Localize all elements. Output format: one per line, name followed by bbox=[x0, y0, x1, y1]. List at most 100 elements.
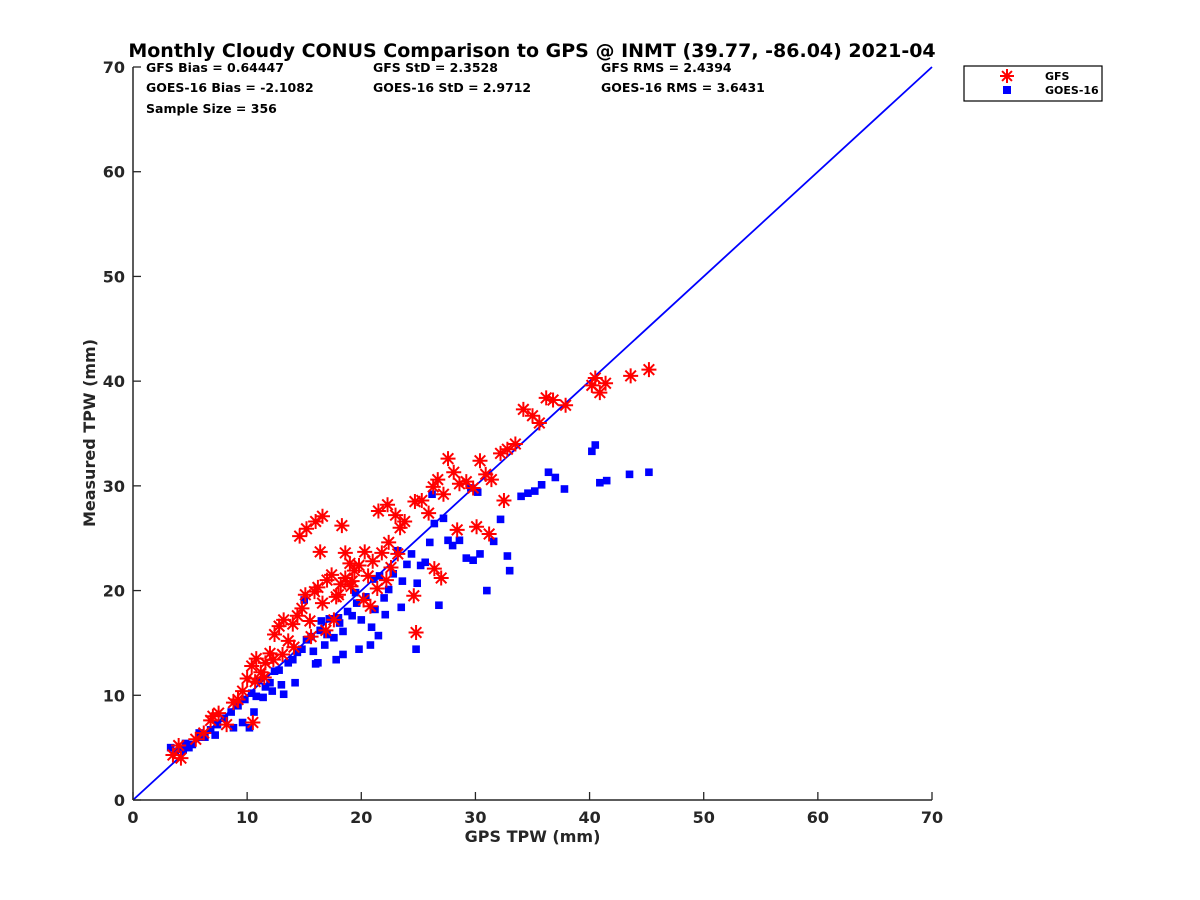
gfs-point bbox=[374, 545, 390, 561]
gfs-point bbox=[334, 518, 350, 534]
gfs-point bbox=[262, 645, 278, 661]
gfs-point bbox=[337, 545, 353, 561]
gfs-point bbox=[285, 616, 301, 632]
goes16-point bbox=[279, 690, 288, 699]
y-tick-label: 0 bbox=[114, 791, 125, 810]
gfs-point bbox=[303, 629, 319, 645]
goes16-point bbox=[323, 630, 331, 639]
goes16-point bbox=[476, 550, 484, 558]
goes16-point bbox=[374, 631, 383, 640]
goes16-point bbox=[352, 599, 361, 607]
goes16-point bbox=[560, 485, 569, 493]
gfs-point bbox=[525, 408, 540, 424]
goes16-point bbox=[343, 607, 352, 616]
gfs-point bbox=[289, 608, 305, 624]
gfs-point bbox=[360, 568, 376, 584]
gfs-point bbox=[469, 519, 485, 535]
goes16-point bbox=[389, 570, 398, 578]
gfs-point bbox=[483, 472, 499, 488]
gfs-point bbox=[245, 715, 261, 731]
goes16-point bbox=[384, 585, 393, 594]
goes16-point bbox=[339, 627, 347, 636]
gfs-point bbox=[507, 436, 523, 452]
gfs-point bbox=[314, 508, 330, 524]
gfs-point bbox=[356, 592, 372, 608]
gfs-point bbox=[343, 578, 359, 594]
gfs-point bbox=[458, 474, 474, 490]
goes16-point bbox=[332, 655, 340, 664]
gfs-point bbox=[308, 513, 324, 529]
goes16-point bbox=[430, 519, 439, 528]
goes16-point bbox=[370, 575, 378, 583]
gfs-point bbox=[196, 725, 212, 741]
gfs-point bbox=[449, 522, 465, 538]
gfs-point bbox=[314, 595, 330, 611]
gfs-point bbox=[219, 717, 235, 733]
goes16-point bbox=[325, 615, 334, 623]
gfs-point bbox=[426, 561, 442, 577]
gfs-point bbox=[493, 445, 509, 461]
gfs-point bbox=[171, 738, 187, 754]
goes16-point bbox=[524, 489, 532, 497]
gfs-point bbox=[538, 390, 554, 406]
goes16-series bbox=[166, 441, 653, 756]
goes16-point bbox=[588, 447, 596, 456]
goes16-point bbox=[530, 487, 539, 495]
gfs-point bbox=[253, 664, 269, 680]
gfs-point bbox=[267, 627, 283, 643]
goes16-point bbox=[537, 481, 546, 489]
gfs-point bbox=[280, 633, 296, 649]
gfs-point bbox=[326, 612, 342, 628]
gfs-point bbox=[365, 553, 381, 569]
legend: GFS GOES-16 bbox=[963, 65, 1103, 102]
goes16-point bbox=[270, 667, 279, 676]
goes16-point bbox=[351, 588, 360, 597]
goes16-point bbox=[293, 648, 302, 657]
gfs-point bbox=[380, 497, 396, 513]
y-tick-label: 20 bbox=[103, 582, 125, 601]
gfs-point bbox=[165, 747, 181, 763]
goes16-point bbox=[462, 554, 471, 562]
goes16-point bbox=[314, 659, 322, 667]
goes16-point bbox=[435, 601, 443, 610]
gfs-point bbox=[318, 622, 334, 638]
gfs-point bbox=[333, 576, 349, 592]
goes16-point bbox=[496, 515, 505, 524]
goes16-point bbox=[266, 678, 274, 687]
goes16-point bbox=[277, 681, 286, 689]
goes16-point bbox=[289, 655, 297, 664]
goes16-point bbox=[181, 739, 190, 748]
goes16-point bbox=[330, 633, 338, 642]
gfs-point bbox=[592, 385, 608, 401]
gfs-point bbox=[388, 507, 404, 523]
legend-gfs-label: GFS bbox=[1045, 70, 1070, 83]
goes16-point bbox=[381, 610, 390, 619]
goes16-point bbox=[371, 605, 379, 614]
goes16-point bbox=[403, 560, 411, 569]
goes16-point bbox=[275, 666, 283, 674]
gfs-point bbox=[324, 567, 340, 583]
legend-gfs-marker-icon bbox=[1000, 69, 1014, 83]
goes16-point bbox=[227, 708, 235, 716]
goes16-point bbox=[412, 645, 420, 654]
goes16-point bbox=[254, 676, 263, 685]
gfs-point bbox=[378, 572, 394, 588]
goes16-point bbox=[416, 561, 425, 570]
gfs-point bbox=[330, 587, 346, 603]
goes16-point bbox=[517, 492, 525, 501]
goes16-point bbox=[407, 550, 416, 558]
goes16-point bbox=[357, 616, 366, 624]
x-tick-label: 20 bbox=[350, 808, 372, 827]
gfs-point bbox=[230, 691, 246, 707]
gfs-point bbox=[302, 613, 318, 629]
goes16-point bbox=[213, 720, 222, 729]
goes16-point bbox=[220, 714, 229, 723]
gfs-point bbox=[256, 669, 272, 685]
gfs-point bbox=[286, 639, 302, 655]
gfs-point bbox=[397, 513, 413, 529]
gfs-point bbox=[310, 579, 326, 595]
goes16-point bbox=[298, 645, 306, 654]
y-tick-label: 60 bbox=[103, 163, 125, 182]
goes16-point bbox=[238, 718, 247, 727]
